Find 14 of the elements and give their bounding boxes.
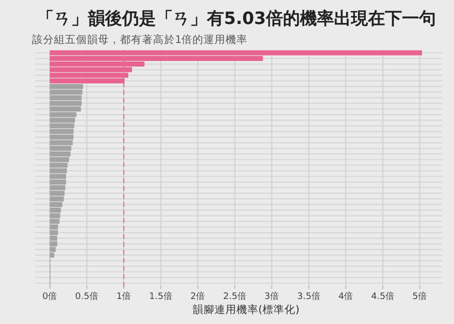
chart-subtitle: 該分組五個韻母，都有著高於1倍的運用機率 <box>32 33 248 46</box>
x-tick-label: 0.5倍 <box>75 291 98 302</box>
x-tick-label: 4.5倍 <box>371 291 394 302</box>
x-tick-label: 1倍 <box>116 291 132 302</box>
x-tick-label: 5倍 <box>412 291 428 302</box>
chart-title: 「ㄢ」韻後仍是「ㄢ」有5.03倍的機率出現在下一句 <box>37 9 436 29</box>
x-tick-label: 3倍 <box>264 291 280 302</box>
x-tick-label: 1.5倍 <box>149 291 172 302</box>
x-tick-label: 2倍 <box>190 291 206 302</box>
x-axis-title: 韻腳連用機率(標準化) <box>192 303 300 316</box>
x-tick-label: 2.5倍 <box>223 291 246 302</box>
x-tick-label: 3.5倍 <box>297 291 320 302</box>
x-tick-label: 0倍 <box>42 291 58 302</box>
x-tick-label: 4倍 <box>338 291 354 302</box>
